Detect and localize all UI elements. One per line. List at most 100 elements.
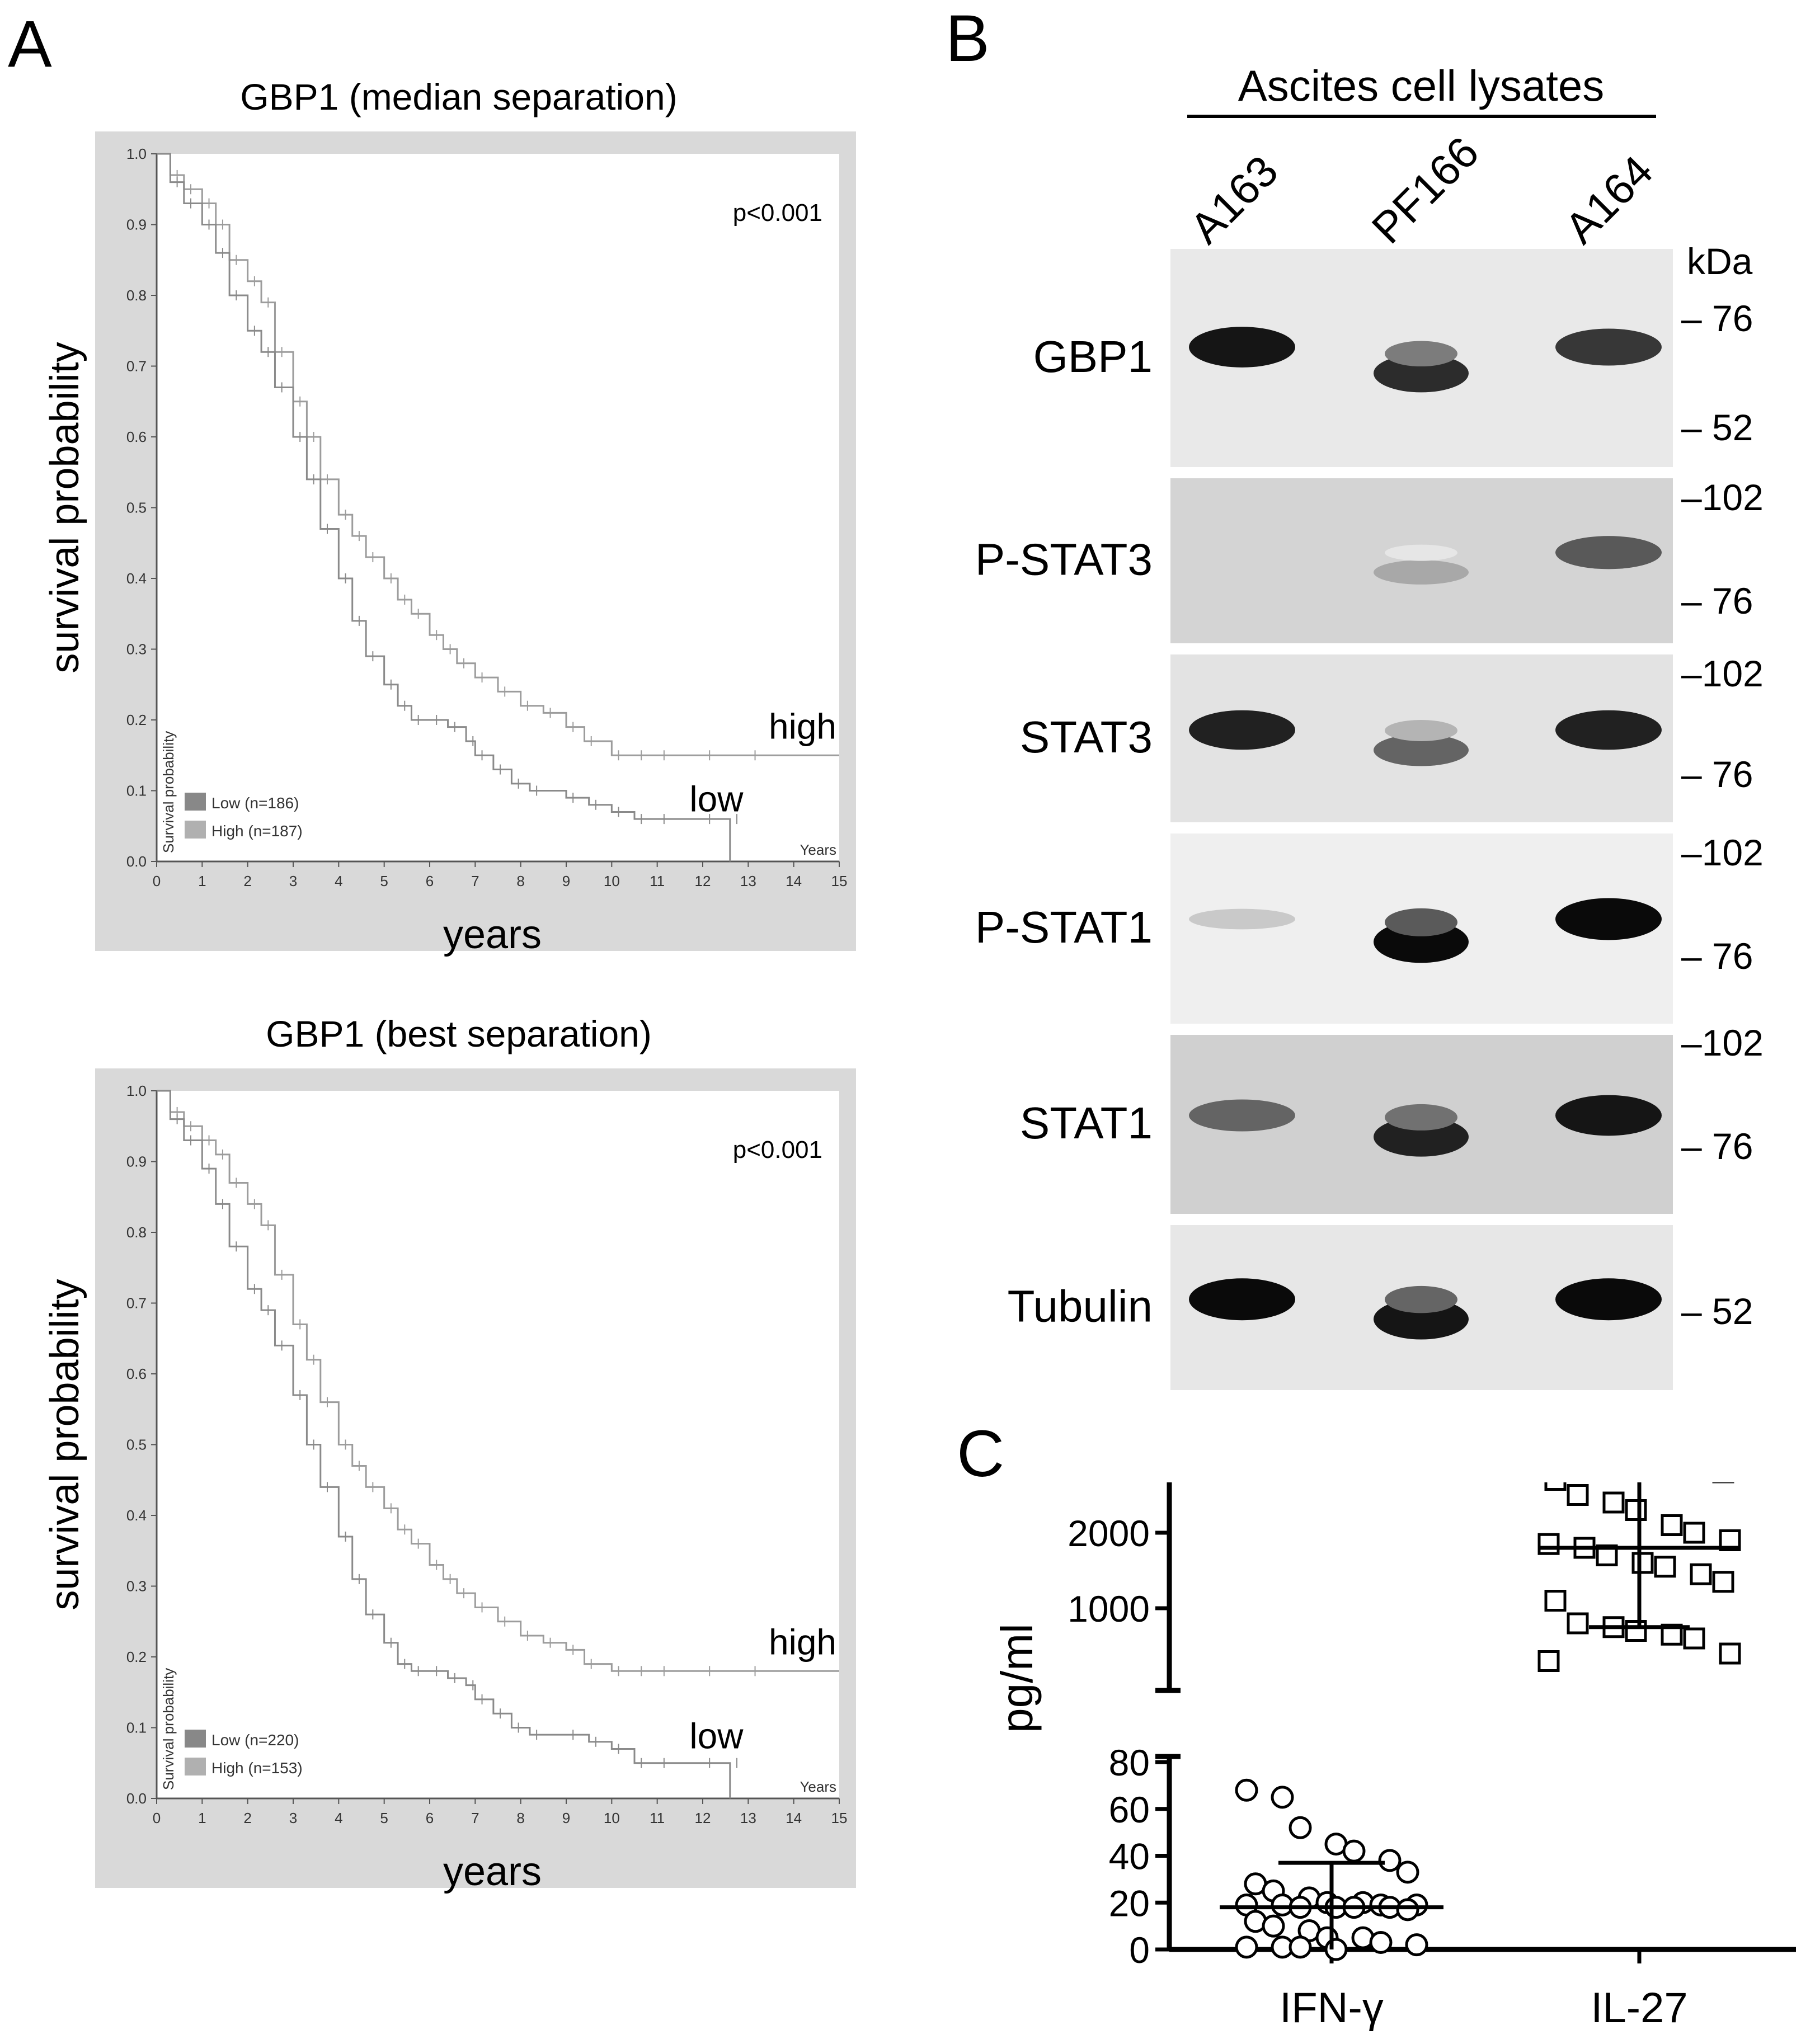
blot-band — [1189, 908, 1295, 930]
mw-marker: – 52 — [1681, 407, 1753, 448]
y-tick-label: 0.8 — [126, 1224, 147, 1241]
inner-y-label: Survival probability — [160, 731, 177, 853]
data-point-ifn — [1342, 1839, 1366, 1863]
y-tick-label: 0.2 — [126, 1649, 147, 1665]
y-tick-label: 40 — [1109, 1836, 1150, 1877]
data-point-il27 — [1567, 1612, 1589, 1635]
data-point-il27 — [1625, 1620, 1647, 1642]
x-tick-label: 6 — [426, 873, 434, 889]
data-point-il27 — [1719, 1642, 1741, 1665]
x-tick-label: 1 — [198, 873, 206, 889]
data-point-ifn — [1289, 1935, 1312, 1959]
y-tick-label: 0.4 — [126, 570, 147, 587]
x-tick-label: 12 — [695, 1810, 711, 1826]
y-tick-label: 1.0 — [126, 145, 147, 162]
data-point-il27 — [1661, 1514, 1683, 1536]
blot-smear — [1385, 341, 1457, 367]
y-tick-label: 0.3 — [126, 1578, 147, 1595]
data-point-il27 — [1654, 1556, 1676, 1578]
y-tick-label: 0.6 — [126, 1365, 147, 1382]
mw-marker: – 76 — [1681, 580, 1753, 621]
y-tick-label: 60 — [1109, 1789, 1150, 1830]
data-point-ifn — [1369, 1930, 1393, 1954]
x-tick-label: 8 — [516, 873, 524, 889]
legend-label: Low (n=186) — [211, 794, 299, 812]
x-axis-label: years — [443, 912, 542, 957]
y-tick-label: 0.3 — [126, 641, 147, 658]
blot-band — [1189, 1278, 1295, 1321]
inner-x-label: Years — [800, 841, 836, 858]
category-label: IFN-γ — [1280, 1984, 1384, 2032]
legend-label: Low (n=220) — [211, 1731, 299, 1749]
data-point-il27 — [1537, 1650, 1560, 1672]
inner-x-label: Years — [800, 1778, 836, 1795]
y-tick-label: 0.9 — [126, 1153, 147, 1170]
data-point-ifn — [1396, 1861, 1419, 1884]
x-tick-label: 15 — [831, 1810, 848, 1826]
blot-band — [1555, 328, 1662, 366]
x-tick-label: 14 — [786, 873, 802, 889]
western-blot-panel: Ascites cell lysates A163 PF166 A164 kDa GBP1… — [975, 61, 1764, 1390]
x-tick-label: 11 — [650, 1810, 665, 1826]
data-point-ifn — [1235, 1778, 1258, 1802]
x-tick-label: 0 — [153, 873, 161, 889]
y-axis-label: pg/ml — [992, 1623, 1042, 1733]
blot-row-label: P-STAT3 — [975, 535, 1153, 585]
blot-row-label: Tubulin — [1008, 1282, 1153, 1331]
plot-area — [157, 1091, 839, 1798]
mw-marker: –102 — [1681, 653, 1764, 694]
x-tick-label: 10 — [604, 873, 620, 889]
x-tick-label: 9 — [562, 1810, 570, 1826]
panel-label-c: C — [957, 1417, 1005, 1491]
legend-label: High (n=187) — [211, 822, 303, 840]
x-tick-label: 4 — [335, 873, 342, 889]
x-tick-label: 12 — [695, 873, 711, 889]
curve-label-low: low — [689, 779, 744, 819]
blot-smear — [1385, 1104, 1457, 1131]
data-point-ifn — [1378, 1849, 1402, 1872]
x-tick-label: 7 — [471, 873, 479, 889]
km-curve-high — [157, 1090, 839, 1672]
data-point-il27 — [1544, 1590, 1567, 1612]
x-tick-label: 5 — [380, 873, 388, 889]
y-tick-label: 80 — [1109, 1742, 1150, 1783]
y-tick-label: 0.1 — [126, 783, 147, 799]
y-tick-label: 0.6 — [126, 428, 147, 445]
data-point-ifn — [1289, 1816, 1312, 1839]
blot-band — [1555, 536, 1662, 569]
category-label: IL-27 — [1591, 1984, 1687, 2032]
y-tick-label: 0.4 — [126, 1507, 147, 1524]
legend-swatch — [185, 1730, 206, 1748]
blot-row-label: STAT1 — [1020, 1098, 1153, 1148]
data-point-il27 — [1631, 1552, 1654, 1574]
data-point-ifn — [1396, 1898, 1419, 1921]
blot-band — [1555, 1278, 1662, 1321]
panel-label-b: B — [946, 2, 990, 76]
y-tick-label: 0.0 — [126, 853, 147, 870]
x-tick-label: 9 — [562, 873, 570, 889]
y-tick-label: 0.1 — [126, 1720, 147, 1736]
x-tick-label: 8 — [516, 1810, 524, 1826]
data-point-il27 — [1602, 1491, 1625, 1514]
x-tick-label: 14 — [786, 1810, 802, 1826]
blot-band — [1189, 327, 1295, 368]
y-tick-label: 2000 — [1068, 1513, 1150, 1554]
y-tick-label: 0.7 — [126, 1295, 147, 1312]
blot-band — [1555, 710, 1662, 750]
x-tick-label: 5 — [380, 1810, 388, 1826]
data-point-il27 — [1683, 1627, 1705, 1650]
legend-swatch — [185, 793, 206, 811]
blot-row-label: STAT3 — [1020, 712, 1153, 762]
panel-label-a: A — [8, 7, 52, 81]
blot-smear — [1385, 908, 1457, 936]
data-point-il27 — [1544, 1482, 1567, 1491]
mw-marker: –102 — [1681, 832, 1764, 873]
y-tick-label: 0.7 — [126, 358, 147, 375]
x-tick-label: 2 — [243, 873, 251, 889]
curve-label-high: high — [769, 706, 836, 746]
x-tick-label: 3 — [289, 1810, 297, 1826]
plot-area — [157, 154, 839, 861]
legend-swatch — [185, 1758, 206, 1775]
data-point-il27 — [1537, 1533, 1560, 1555]
blot-smear — [1385, 544, 1457, 561]
